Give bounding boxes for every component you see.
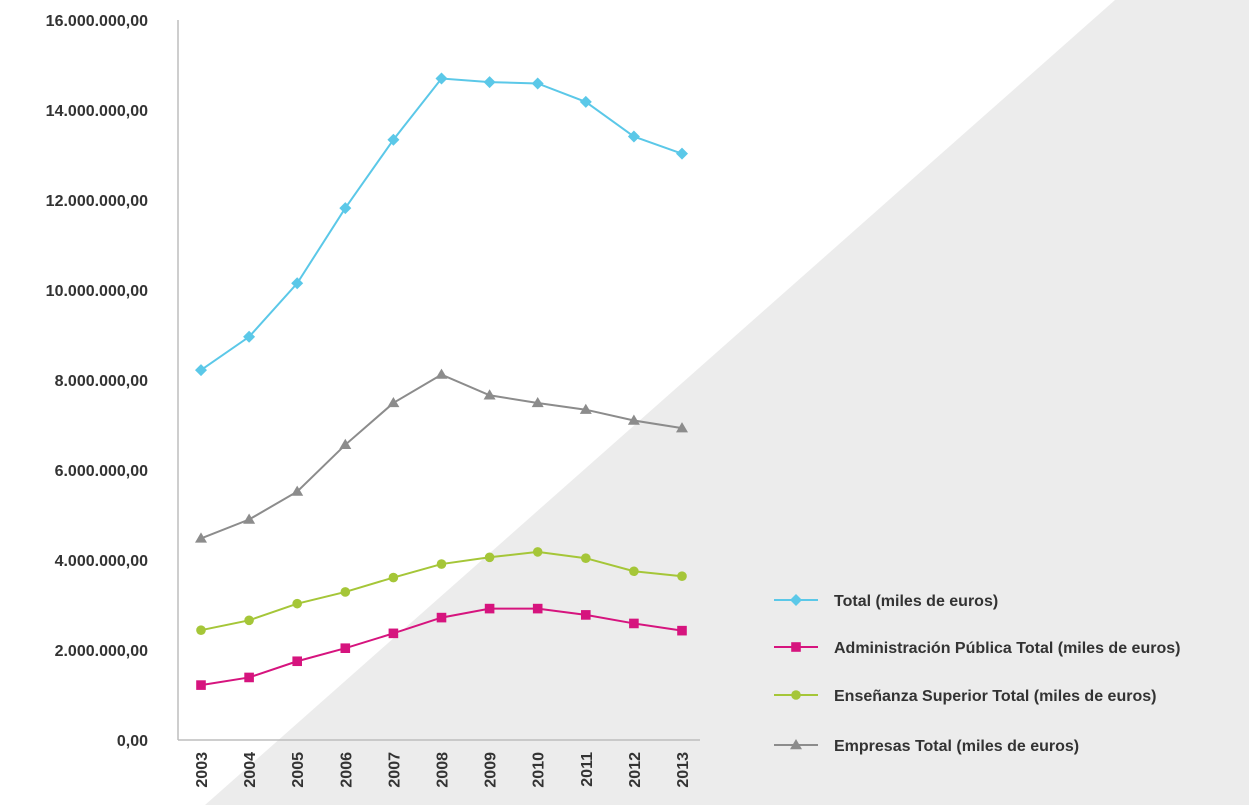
data-point xyxy=(436,612,447,623)
x-tick-label: 2013 xyxy=(675,752,692,788)
data-point xyxy=(484,552,495,563)
series-circle xyxy=(196,547,687,635)
data-point xyxy=(627,414,640,425)
data-point xyxy=(339,202,352,215)
data-point xyxy=(196,680,206,690)
data-point xyxy=(483,76,496,89)
data-point xyxy=(531,396,544,408)
data-point xyxy=(195,364,207,377)
data-point xyxy=(244,672,254,683)
x-tick-label: 2003 xyxy=(194,752,211,788)
legend-marker xyxy=(790,594,802,606)
data-point xyxy=(629,618,639,629)
legend-marker xyxy=(791,642,801,652)
legend-label: Administración Pública Total (miles de e… xyxy=(834,640,1180,657)
data-point xyxy=(387,396,400,408)
legend-label: Total (miles de euros) xyxy=(834,593,998,610)
series-square xyxy=(196,603,687,690)
data-point xyxy=(340,643,351,653)
data-point xyxy=(579,403,592,414)
data-point xyxy=(243,513,256,524)
data-point xyxy=(244,615,254,626)
data-point xyxy=(388,628,399,639)
y-tick-label: 8.000.000,00 xyxy=(55,373,149,390)
series-triangle xyxy=(195,368,688,543)
legend-marker xyxy=(790,739,802,750)
y-tick-label: 16.000.000,00 xyxy=(46,13,148,30)
x-tick-label: 2006 xyxy=(338,752,355,788)
data-point xyxy=(677,625,687,636)
y-tick-label: 12.000.000,00 xyxy=(46,193,148,210)
data-point xyxy=(387,133,400,146)
y-tick-label: 10.000.000,00 xyxy=(46,283,148,300)
data-point xyxy=(627,130,640,143)
data-point xyxy=(581,610,591,620)
data-point xyxy=(292,656,302,667)
legend-item: Total (miles de euros) xyxy=(774,593,998,610)
data-point xyxy=(196,625,206,635)
series-line xyxy=(200,77,683,371)
data-point xyxy=(292,598,303,609)
y-tick-label: 6.000.000,00 xyxy=(55,463,149,480)
legend-item: Enseñanza Superior Total (miles de euros… xyxy=(774,688,1156,705)
series-diamond xyxy=(195,72,688,377)
y-tick-label: 4.000.000,00 xyxy=(55,553,149,570)
data-point xyxy=(436,559,447,569)
data-point xyxy=(581,553,591,563)
data-point xyxy=(483,389,496,400)
series-layer xyxy=(195,72,688,690)
x-tick-label: 2007 xyxy=(386,752,403,788)
y-tick-label: 0,00 xyxy=(117,733,148,750)
legend-label: Empresas Total (miles de euros) xyxy=(834,738,1079,755)
x-tick-label: 2010 xyxy=(531,752,548,788)
data-point xyxy=(531,77,544,90)
data-point xyxy=(629,566,639,577)
data-point xyxy=(676,422,688,433)
data-point xyxy=(579,95,592,108)
data-point xyxy=(484,603,495,614)
legend-item: Empresas Total (miles de euros) xyxy=(774,738,1079,755)
data-point xyxy=(291,277,304,290)
x-tick-label: 2011 xyxy=(579,752,596,787)
x-axis-ticks: 2003 2004 2005 2006 2007 2008 2009 2010 2011 2012… xyxy=(194,752,692,788)
data-point xyxy=(532,603,543,614)
y-tick-label: 14.000.000,00 xyxy=(46,103,148,120)
x-tick-label: 2008 xyxy=(435,752,452,788)
legend-item: Administración Pública Total (miles de e… xyxy=(774,640,1180,657)
data-point xyxy=(291,485,304,496)
data-point xyxy=(340,587,351,597)
data-point xyxy=(677,571,687,581)
x-tick-label: 2012 xyxy=(627,752,644,788)
data-point xyxy=(532,547,543,557)
x-tick-label: 2009 xyxy=(483,752,500,788)
y-axis-ticks: 0,00 2.000.000,00 4.000.000,00 6.000.000,00… xyxy=(46,13,148,750)
data-point xyxy=(339,438,352,449)
data-point xyxy=(435,368,448,379)
data-point xyxy=(388,572,399,583)
data-point xyxy=(195,532,207,543)
legend-marker xyxy=(791,690,801,700)
background-diagonal-band xyxy=(205,0,1249,805)
data-point xyxy=(435,72,448,85)
data-point xyxy=(676,147,688,160)
legend: Total (miles de euros) Administración Púb… xyxy=(774,593,1180,755)
x-tick-label: 2005 xyxy=(290,752,307,788)
y-tick-label: 2.000.000,00 xyxy=(55,643,149,660)
data-point xyxy=(243,330,256,343)
x-tick-label: 2004 xyxy=(242,752,259,788)
legend-label: Enseñanza Superior Total (miles de euros… xyxy=(834,688,1156,705)
